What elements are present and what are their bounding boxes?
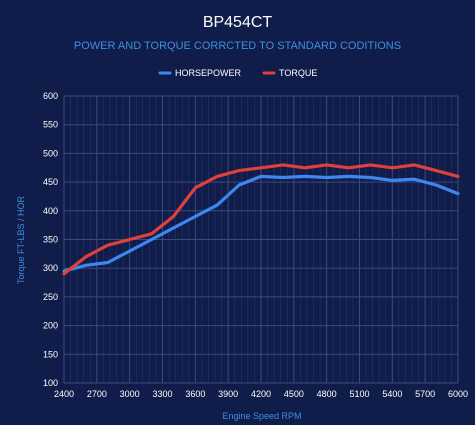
legend-label-torque: TORQUE <box>279 68 317 78</box>
y-tick-label: 600 <box>43 91 58 101</box>
x-tick-label: 3000 <box>120 389 140 399</box>
x-tick-label: 6000 <box>448 389 468 399</box>
y-tick-label: 100 <box>43 378 58 388</box>
chart-title: BP454CT <box>203 14 273 31</box>
y-tick-label: 400 <box>43 206 58 216</box>
chart-subtitle: POWER AND TORQUE CORRCTED TO STANDARD CO… <box>74 40 401 52</box>
x-tick-label: 4200 <box>251 389 271 399</box>
x-tick-label: 2700 <box>87 389 107 399</box>
y-tick-label: 500 <box>43 148 58 158</box>
y-tick-label: 250 <box>43 292 58 302</box>
x-tick-label: 3300 <box>152 389 172 399</box>
x-axis-ticks: 2400 2700 3000 3300 3600 3900 4200 4500 4800 5100… <box>54 389 468 399</box>
x-tick-label: 3600 <box>185 389 205 399</box>
y-axis-label: Torque FT-LBS / HOR <box>16 195 26 284</box>
series-line-torque <box>62 163 460 276</box>
y-tick-label: 350 <box>43 235 58 245</box>
legend: HORSEPOWER TORQUE <box>158 68 317 78</box>
x-tick-label: 2400 <box>54 389 74 399</box>
x-tick-label: 5400 <box>382 389 402 399</box>
x-axis-label: Engine Speed RPM <box>222 411 301 421</box>
y-tick-label: 150 <box>43 349 58 359</box>
grid <box>63 95 459 384</box>
x-tick-label: 4500 <box>284 389 304 399</box>
x-tick-label: 3900 <box>218 389 238 399</box>
y-tick-label: 550 <box>43 120 58 130</box>
series-line-horsepower <box>62 174 460 273</box>
y-axis-ticks: 100 150 200 250 300 350 400 450 500 550 600 <box>43 91 58 388</box>
x-tick-label: 4800 <box>317 389 337 399</box>
series-lines <box>62 163 460 276</box>
x-tick-label: 5700 <box>415 389 435 399</box>
y-tick-label: 300 <box>43 263 58 273</box>
legend-label-horsepower: HORSEPOWER <box>175 68 242 78</box>
x-tick-label: 5100 <box>349 389 369 399</box>
y-tick-label: 450 <box>43 177 58 187</box>
y-tick-label: 200 <box>43 321 58 331</box>
